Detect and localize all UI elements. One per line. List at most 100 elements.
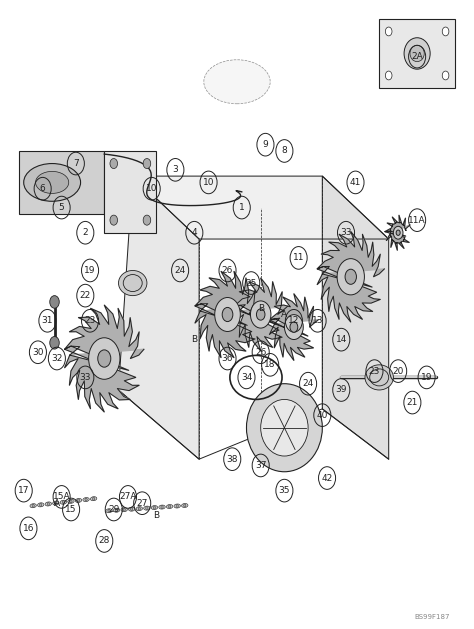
Circle shape <box>55 501 57 504</box>
Circle shape <box>442 71 449 80</box>
Polygon shape <box>385 215 410 250</box>
Polygon shape <box>317 231 384 322</box>
Polygon shape <box>19 151 104 214</box>
Polygon shape <box>322 176 389 459</box>
Text: 6: 6 <box>40 184 46 193</box>
Text: 41: 41 <box>350 178 361 187</box>
Ellipse shape <box>113 508 120 512</box>
Circle shape <box>385 71 392 80</box>
Circle shape <box>153 506 155 509</box>
Text: 42: 42 <box>321 474 333 482</box>
Circle shape <box>50 296 59 308</box>
Text: 19: 19 <box>84 266 96 275</box>
Text: 26: 26 <box>255 348 266 357</box>
Text: 15A: 15A <box>53 493 71 501</box>
Ellipse shape <box>121 508 128 512</box>
Circle shape <box>337 259 365 295</box>
Ellipse shape <box>30 504 36 508</box>
Circle shape <box>62 501 64 504</box>
Circle shape <box>40 503 42 506</box>
Ellipse shape <box>106 509 112 513</box>
Ellipse shape <box>53 501 59 505</box>
Ellipse shape <box>410 45 424 62</box>
Circle shape <box>110 159 118 169</box>
Text: 9: 9 <box>263 140 268 149</box>
Polygon shape <box>379 19 455 88</box>
Text: 4: 4 <box>191 228 197 237</box>
Text: 40: 40 <box>317 411 328 420</box>
Text: 36: 36 <box>222 354 233 363</box>
Ellipse shape <box>261 399 308 456</box>
Circle shape <box>116 509 118 512</box>
Text: 37: 37 <box>255 461 266 470</box>
Circle shape <box>393 226 403 239</box>
Text: 33: 33 <box>80 373 91 382</box>
Ellipse shape <box>166 504 173 509</box>
Text: BS99F187: BS99F187 <box>415 613 450 620</box>
Ellipse shape <box>182 503 188 508</box>
Text: 25: 25 <box>246 279 257 287</box>
Text: 8: 8 <box>282 147 287 155</box>
Ellipse shape <box>118 270 147 296</box>
Text: 32: 32 <box>51 354 63 363</box>
Text: 20: 20 <box>392 367 404 376</box>
Text: B: B <box>258 304 264 313</box>
Text: 16: 16 <box>23 524 34 533</box>
Text: 21: 21 <box>407 398 418 407</box>
Ellipse shape <box>60 500 67 504</box>
Text: 11A: 11A <box>408 216 426 225</box>
Text: 15: 15 <box>65 505 77 514</box>
Circle shape <box>250 301 271 328</box>
Text: 26: 26 <box>222 266 233 275</box>
Text: 29: 29 <box>108 505 119 514</box>
Text: 13: 13 <box>312 316 323 325</box>
Ellipse shape <box>174 504 181 508</box>
Circle shape <box>183 504 186 507</box>
Ellipse shape <box>24 164 81 201</box>
Ellipse shape <box>370 369 389 386</box>
Text: 27A: 27A <box>119 493 137 501</box>
Polygon shape <box>64 305 144 412</box>
Polygon shape <box>104 151 156 233</box>
Text: 23: 23 <box>369 367 380 376</box>
Circle shape <box>222 308 233 321</box>
Circle shape <box>345 269 356 284</box>
Circle shape <box>176 504 178 508</box>
Text: 1: 1 <box>239 203 245 212</box>
Circle shape <box>146 506 148 509</box>
Text: 17: 17 <box>18 486 29 495</box>
Circle shape <box>290 322 298 332</box>
Ellipse shape <box>68 499 74 503</box>
Text: 10: 10 <box>146 184 157 193</box>
Circle shape <box>168 505 171 508</box>
Circle shape <box>138 507 140 510</box>
Ellipse shape <box>151 506 158 509</box>
Text: 33: 33 <box>340 228 352 237</box>
Ellipse shape <box>204 60 270 104</box>
Text: 2A: 2A <box>411 52 423 61</box>
Text: 7: 7 <box>73 159 79 168</box>
Text: 11: 11 <box>293 253 304 262</box>
Circle shape <box>85 498 87 501</box>
Text: 2: 2 <box>82 228 88 237</box>
Ellipse shape <box>45 502 52 506</box>
Text: 22: 22 <box>80 291 91 300</box>
Text: A: A <box>282 310 287 319</box>
Polygon shape <box>133 176 389 239</box>
Circle shape <box>110 215 118 225</box>
Ellipse shape <box>75 498 82 503</box>
Text: B: B <box>191 335 197 344</box>
Ellipse shape <box>83 498 89 501</box>
Ellipse shape <box>123 274 142 291</box>
Text: 27: 27 <box>137 499 148 508</box>
Ellipse shape <box>36 171 69 194</box>
Circle shape <box>77 499 80 502</box>
Ellipse shape <box>37 503 44 507</box>
Circle shape <box>123 508 125 511</box>
Text: 31: 31 <box>42 316 53 325</box>
Text: 24: 24 <box>174 266 186 275</box>
Circle shape <box>143 159 151 169</box>
Circle shape <box>131 508 133 511</box>
Ellipse shape <box>144 506 150 510</box>
Circle shape <box>143 215 151 225</box>
